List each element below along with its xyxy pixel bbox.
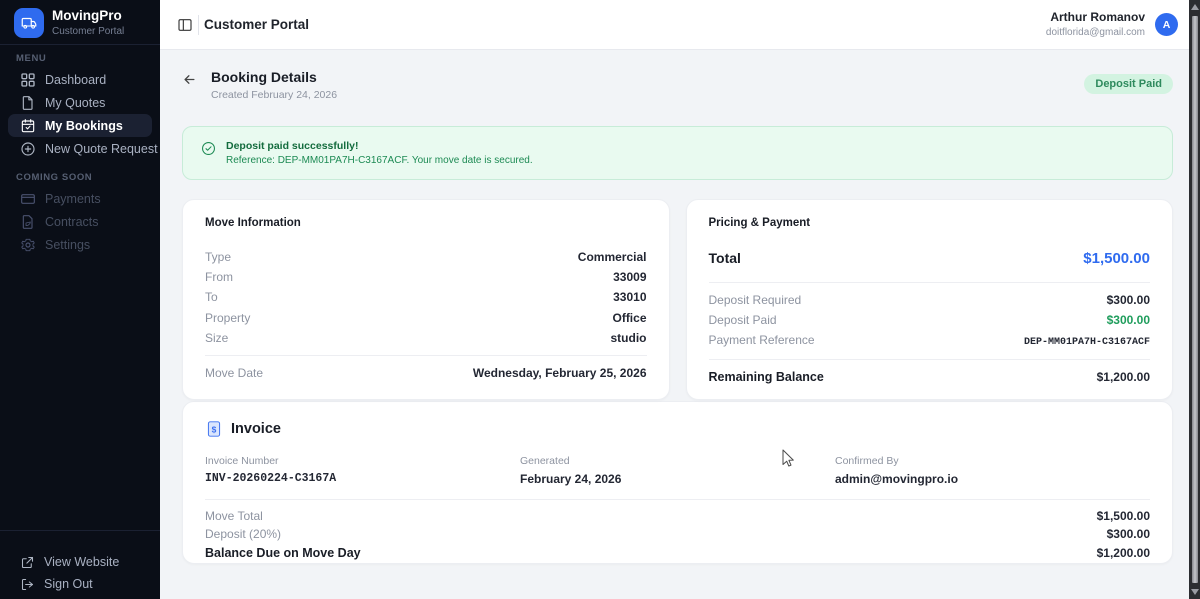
svg-text:$: $ xyxy=(212,425,217,435)
